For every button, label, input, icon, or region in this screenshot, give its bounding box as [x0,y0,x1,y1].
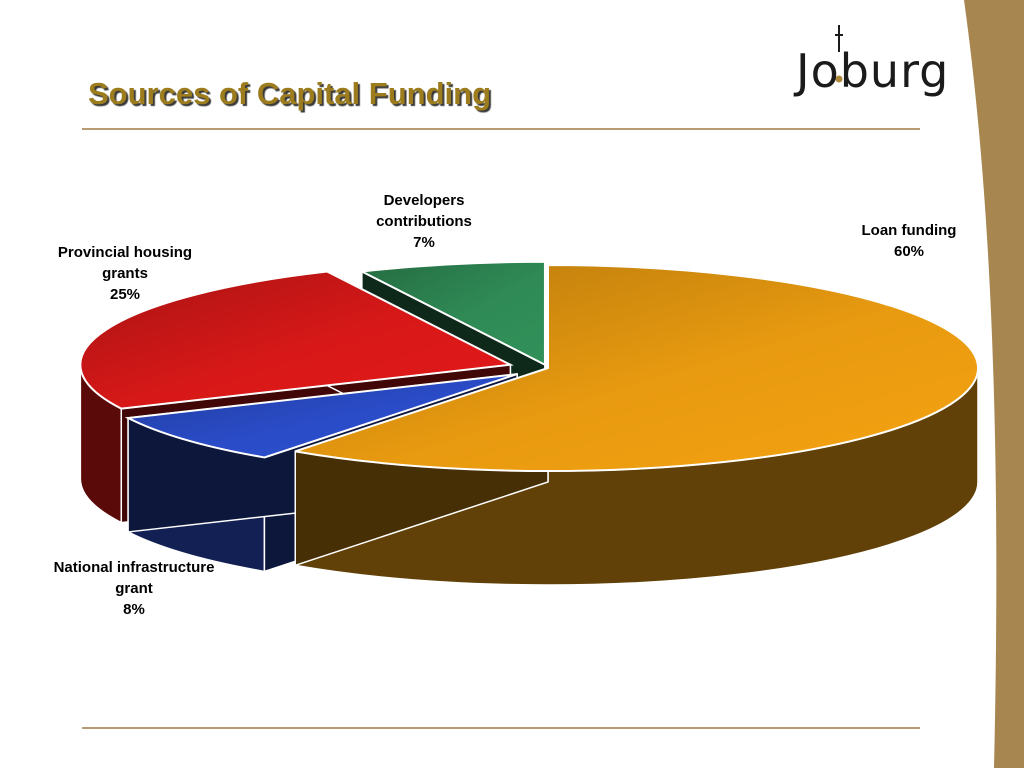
label-loan-funding: Loan funding 60% [857,220,961,262]
tower-icon [835,25,843,83]
label-developers-name: Developers contributions [376,192,472,230]
logo-text: Joburg [796,44,950,98]
slice-loan-funding [294,263,979,472]
label-provincial-name: Provincial housing grants [57,244,193,282]
label-provincial-housing-grants: Provincial housing grants 25% [50,242,200,305]
label-national-name: National infrastructure grant [53,559,215,597]
joburg-logo: Joburg [790,22,948,102]
slice-national-infrastructure-grant [124,373,518,459]
slice-developers-contributions [358,260,546,367]
label-national-value: 8% [123,601,145,618]
label-loan-funding-value: 60% [893,243,925,260]
label-loan-funding-name: Loan funding [861,222,957,239]
slide-title: Sources of Capital Funding [88,76,492,111]
label-national-infrastructure-grant: National infrastructure grant 8% [44,557,224,620]
label-developers-value: 7% [413,234,435,251]
label-provincial-value: 25% [109,286,141,303]
slice-provincial-housing-grants [79,270,514,410]
label-developers-contributions: Developers contributions 7% [366,190,482,253]
bottom-divider [82,727,920,729]
top-divider [82,128,920,130]
side-decoration [964,0,1024,768]
